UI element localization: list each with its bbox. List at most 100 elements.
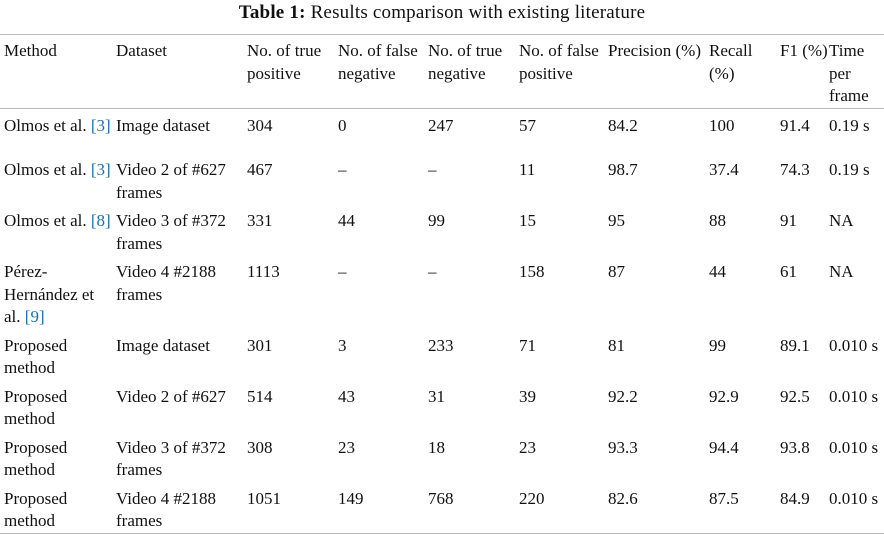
false-negative-cell: 44 xyxy=(338,211,355,230)
recall-cell: 99 xyxy=(709,335,726,355)
dataset-cell: Image dataset xyxy=(116,335,210,355)
citation-link[interactable]: [9] xyxy=(24,307,45,326)
method-cell: Proposed method xyxy=(0,329,112,380)
header-method: Method xyxy=(4,41,57,60)
true-negative-cell: 247 xyxy=(428,115,454,135)
time-cell: NA xyxy=(829,262,854,281)
dataset-cell: Video 2 of #627 frames xyxy=(116,160,226,202)
true-positive-cell: 467 xyxy=(247,160,273,179)
dataset-cell: Video 4 #2188 frames xyxy=(116,488,217,531)
true-negative-cell: 18 xyxy=(428,437,445,457)
false-positive-cell: 71 xyxy=(519,335,536,355)
table-row: Olmos et al. [8] Video 3 of #372 frames … xyxy=(0,204,884,255)
header-recall: Recall (%) xyxy=(709,41,753,83)
false-negative-cell: 0 xyxy=(338,115,347,135)
dataset-cell: Video 2 of #627 xyxy=(116,386,226,406)
table-row: Proposed method Video 3 of #372 frames 3… xyxy=(0,431,884,482)
false-negative-cell: 43 xyxy=(338,386,355,406)
method-name: Proposed method xyxy=(4,437,68,480)
dataset-cell: Video 3 of #372 frames xyxy=(116,437,226,480)
f1-cell: 89.1 xyxy=(780,335,810,355)
citation-link[interactable]: [8] xyxy=(90,211,111,230)
f1-cell: 61 xyxy=(780,262,797,281)
recall-cell: 87.5 xyxy=(709,488,739,508)
recall-cell: 100 xyxy=(709,115,735,135)
false-positive-cell: 15 xyxy=(519,211,536,230)
precision-cell: 82.6 xyxy=(608,488,638,508)
precision-cell: 98.7 xyxy=(608,160,638,179)
f1-cell: 93.8 xyxy=(780,437,810,457)
table-row: Proposed method Video 2 of #627 514 43 3… xyxy=(0,380,884,431)
dataset-cell: Image dataset xyxy=(116,115,210,135)
true-negative-cell: 99 xyxy=(428,211,445,230)
false-positive-cell: 158 xyxy=(519,262,545,281)
table-body: Olmos et al. [3] Image dataset 304 0 247… xyxy=(0,108,884,533)
precision-cell: 84.2 xyxy=(608,115,638,135)
recall-cell: 94.4 xyxy=(709,437,739,457)
header-row: Method Dataset No. of true positive No. … xyxy=(0,34,884,108)
false-positive-cell: 23 xyxy=(519,437,536,457)
true-negative-cell: – xyxy=(428,262,437,281)
table-caption-text: Results comparison with existing literat… xyxy=(310,2,646,23)
recall-cell: 37.4 xyxy=(709,160,739,179)
method-name: Olmos et al. xyxy=(4,160,87,179)
method-name: Olmos et al. xyxy=(4,115,87,135)
true-positive-cell: 301 xyxy=(247,335,273,355)
method-cell: Proposed method xyxy=(0,482,112,534)
time-cell: 0.19 s xyxy=(829,115,870,135)
precision-cell: 81 xyxy=(608,335,625,355)
true-positive-cell: 331 xyxy=(247,211,273,230)
header-time-per-frame: Time per frame xyxy=(829,41,869,105)
true-negative-cell: 233 xyxy=(428,335,454,355)
table-row: Pérez-Hernández et al. [9] Video 4 #2188… xyxy=(0,255,884,329)
method-cell: Olmos et al. [3] xyxy=(0,153,112,204)
true-positive-cell: 308 xyxy=(247,437,273,457)
header-f1: F1 (%) xyxy=(780,41,828,60)
true-negative-cell: – xyxy=(428,160,437,179)
precision-cell: 93.3 xyxy=(608,437,638,457)
f1-cell: 74.3 xyxy=(780,160,810,179)
method-name: Pérez-Hernández et al. xyxy=(4,262,95,326)
table-row: Proposed method Image dataset 301 3 233 … xyxy=(0,329,884,380)
false-positive-cell: 11 xyxy=(519,160,536,179)
citation-link[interactable]: [3] xyxy=(90,160,111,179)
table-caption: Table 1: Results comparison with existin… xyxy=(0,0,884,30)
table-row: Olmos et al. [3] Image dataset 304 0 247… xyxy=(0,108,884,153)
header-dataset: Dataset xyxy=(116,41,167,60)
table-header: Method Dataset No. of true positive No. … xyxy=(0,34,884,108)
method-cell: Proposed method xyxy=(0,431,112,482)
dataset-cell: Video 3 of #372 frames xyxy=(116,211,226,253)
true-negative-cell: 768 xyxy=(428,488,454,508)
results-table: Method Dataset No. of true positive No. … xyxy=(0,34,884,534)
time-cell: 0.010 s xyxy=(829,488,879,508)
false-negative-cell: – xyxy=(338,160,347,179)
method-name: Proposed method xyxy=(4,335,68,378)
true-positive-cell: 514 xyxy=(247,386,273,406)
true-positive-cell: 1113 xyxy=(247,262,280,281)
header-true-negative: No. of true negative xyxy=(428,41,503,83)
method-cell: Olmos et al. [3] xyxy=(0,108,112,153)
true-negative-cell: 31 xyxy=(428,386,445,406)
citation-link[interactable]: [3] xyxy=(90,115,111,135)
method-cell: Olmos et al. [8] xyxy=(0,204,112,255)
time-cell: NA xyxy=(829,211,854,230)
dataset-cell: Video 4 #2188 frames xyxy=(116,262,217,304)
f1-cell: 91.4 xyxy=(780,115,810,135)
method-cell: Pérez-Hernández et al. [9] xyxy=(0,255,112,329)
table-caption-label: Table 1: xyxy=(238,2,306,23)
method-name: Olmos et al. xyxy=(4,211,87,230)
method-name: Proposed method xyxy=(4,386,68,429)
f1-cell: 84.9 xyxy=(780,488,810,508)
time-cell: 0.010 s xyxy=(829,335,879,355)
false-negative-cell: 3 xyxy=(338,335,347,355)
header-true-positive: No. of true positive xyxy=(247,41,322,83)
header-false-positive: No. of false positive xyxy=(519,41,599,83)
time-cell: 0.010 s xyxy=(829,386,879,406)
table-row: Olmos et al. [3] Video 2 of #627 frames … xyxy=(0,153,884,204)
false-positive-cell: 220 xyxy=(519,488,545,508)
method-cell: Proposed method xyxy=(0,380,112,431)
time-cell: 0.19 s xyxy=(829,160,870,179)
recall-cell: 88 xyxy=(709,211,726,230)
false-negative-cell: – xyxy=(338,262,347,281)
table-row: Proposed method Video 4 #2188 frames 105… xyxy=(0,482,884,534)
